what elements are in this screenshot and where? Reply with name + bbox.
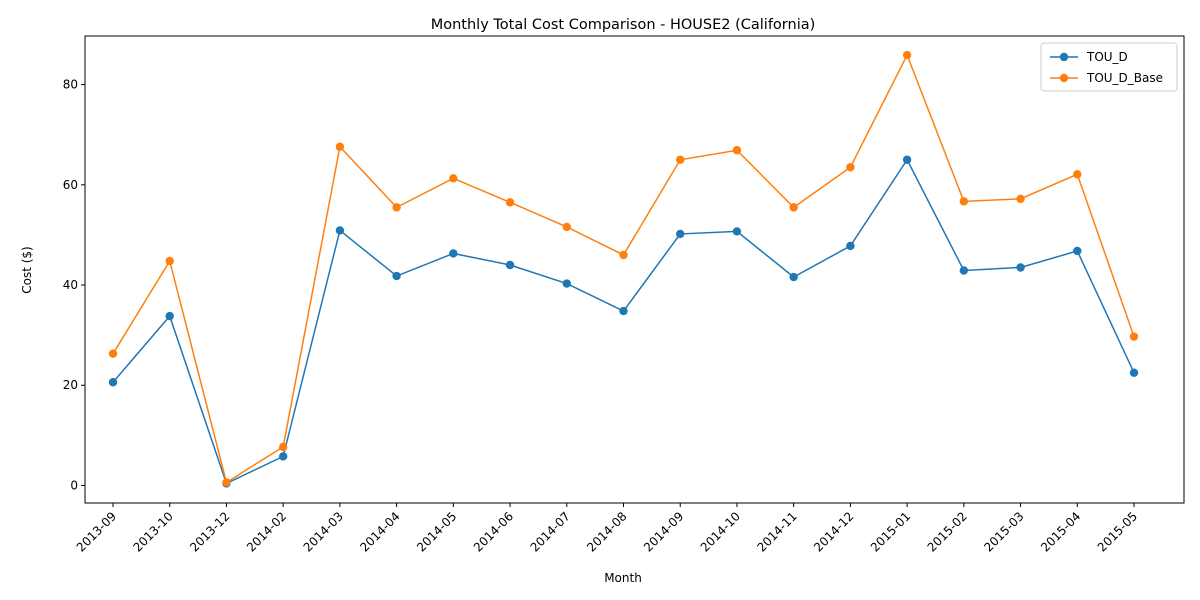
data-point-tou-d — [619, 306, 628, 316]
legend-label-tou-d-base: TOU_D_Base — [1086, 71, 1163, 85]
data-point-tou-d-base — [1073, 170, 1082, 179]
data-point-tou-d-base — [1016, 194, 1025, 204]
data-point-tou-d-base — [789, 203, 798, 212]
data-point-tou-d-base — [335, 142, 345, 151]
data-point-tou-d — [108, 378, 118, 387]
y-tick-label: 20 — [63, 378, 78, 392]
data-point-tou-d — [1073, 246, 1082, 256]
y-axis-label: Cost ($) — [20, 246, 34, 294]
data-point-tou-d — [1129, 368, 1139, 377]
y-tick-label: 0 — [70, 478, 78, 492]
data-point-tou-d — [676, 229, 685, 239]
data-point-tou-d — [505, 260, 515, 270]
data-point-tou-d-base — [222, 478, 231, 487]
data-point-tou-d-base — [165, 256, 174, 266]
data-point-tou-d-base — [505, 198, 515, 207]
data-point-tou-d-base — [278, 442, 288, 452]
y-tick-label: 60 — [63, 178, 78, 192]
legend-box — [1040, 42, 1178, 92]
data-point-tou-d-base — [1129, 332, 1139, 341]
x-axis-label: Month — [604, 571, 642, 585]
chart-title: Monthly Total Cost Comparison - HOUSE2 (… — [431, 17, 816, 33]
legend-marker-tou-d — [1059, 52, 1069, 62]
data-point-tou-d-base — [108, 349, 118, 358]
data-point-tou-d — [335, 226, 345, 235]
data-point-tou-d — [789, 272, 798, 282]
plot-frame — [84, 35, 1185, 504]
data-point-tou-d — [449, 249, 458, 258]
data-point-tou-d — [732, 227, 742, 236]
data-point-tou-d-base — [676, 155, 685, 164]
y-tick-label: 40 — [63, 278, 78, 292]
data-point-tou-d-base — [619, 250, 628, 260]
legend-label-tou-d: TOU_D — [1086, 50, 1128, 64]
data-point-tou-d — [846, 241, 855, 251]
data-point-tou-d — [165, 311, 174, 321]
data-point-tou-d — [959, 266, 969, 275]
data-point-tou-d-base — [959, 197, 969, 206]
data-point-tou-d — [902, 155, 912, 164]
data-point-tou-d-base — [902, 50, 912, 60]
data-point-tou-d-base — [449, 174, 458, 183]
data-point-tou-d-base — [732, 146, 742, 155]
y-tick-label: 80 — [63, 78, 78, 92]
data-point-tou-d — [1016, 263, 1025, 272]
data-point-tou-d — [278, 452, 288, 461]
data-point-tou-d — [562, 279, 571, 288]
data-point-tou-d — [392, 271, 401, 281]
data-point-tou-d-base — [846, 163, 855, 172]
legend-marker-tou-d-base — [1059, 73, 1069, 83]
data-point-tou-d-base — [392, 203, 401, 212]
legend: TOU_D TOU_D_Base — [1040, 42, 1178, 92]
data-point-tou-d-base — [562, 222, 571, 232]
